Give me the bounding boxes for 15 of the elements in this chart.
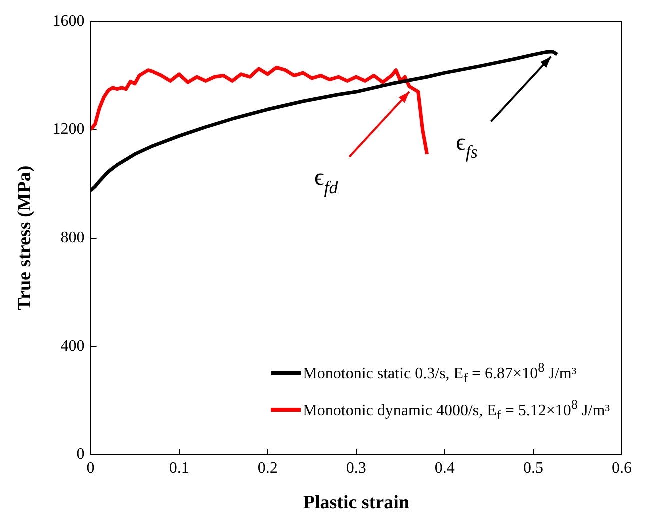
x-tick-label: 0.5	[523, 460, 544, 477]
y-tick-label: 800	[60, 230, 85, 247]
x-tick-label: 0.4	[434, 460, 455, 477]
x-tick-label: 0.3	[346, 460, 366, 477]
y-tick-label: 1600	[52, 12, 85, 30]
x-tick-label: 0.2	[258, 460, 278, 477]
y-tick-label: 0	[76, 446, 85, 464]
legend-label: Monotonic static 0.3/s, E$_{f}$ = 6.87×10$^{8}$ J/m³	[303, 359, 577, 388]
x-tick-label: 0.1	[169, 460, 190, 477]
x-axis-title: Plastic strain	[303, 492, 410, 514]
y-axis-title: True stress (MPa)	[14, 166, 36, 311]
y-tick-label: 400	[60, 338, 85, 355]
y-tick-label: 1200	[52, 121, 85, 138]
legend-label: Monotonic dynamic 4000/s, E$_{f}$ = 5.12×10$^{8}$ J/m³	[303, 396, 610, 424]
x-tick-label: 0.6	[612, 460, 632, 477]
